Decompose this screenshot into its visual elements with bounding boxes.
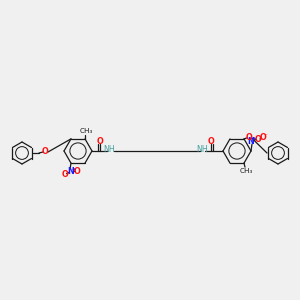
Text: O: O	[260, 134, 266, 142]
Text: O: O	[246, 134, 252, 142]
Text: ⁻: ⁻	[263, 131, 267, 140]
Text: O: O	[97, 137, 104, 146]
Text: +: +	[72, 167, 76, 172]
Text: N: N	[68, 167, 74, 176]
Text: O: O	[42, 148, 48, 157]
Text: NH: NH	[103, 146, 115, 154]
Text: O: O	[255, 134, 261, 143]
Text: O: O	[74, 167, 80, 176]
Text: ⁻: ⁻	[65, 171, 70, 180]
Text: O: O	[61, 169, 68, 178]
Text: NH: NH	[196, 146, 208, 154]
Text: +: +	[252, 136, 256, 142]
Text: O: O	[208, 137, 214, 146]
Text: N: N	[248, 136, 254, 146]
Text: CH₃: CH₃	[79, 128, 93, 134]
Text: CH₃: CH₃	[239, 168, 253, 174]
